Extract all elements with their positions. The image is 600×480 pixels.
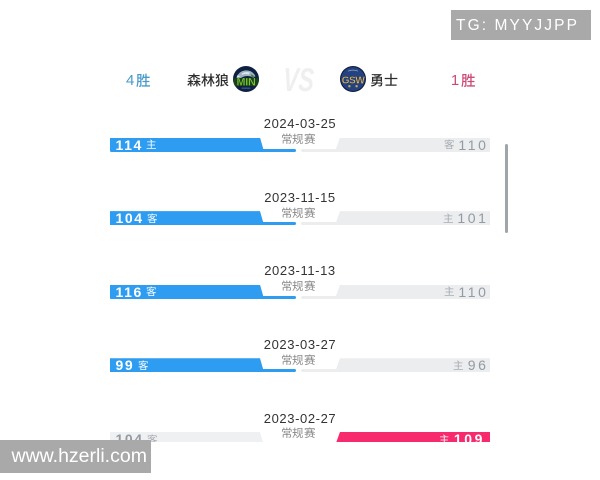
svg-text:MIN: MIN: [237, 77, 256, 89]
svg-text:GSW: GSW: [341, 76, 365, 87]
